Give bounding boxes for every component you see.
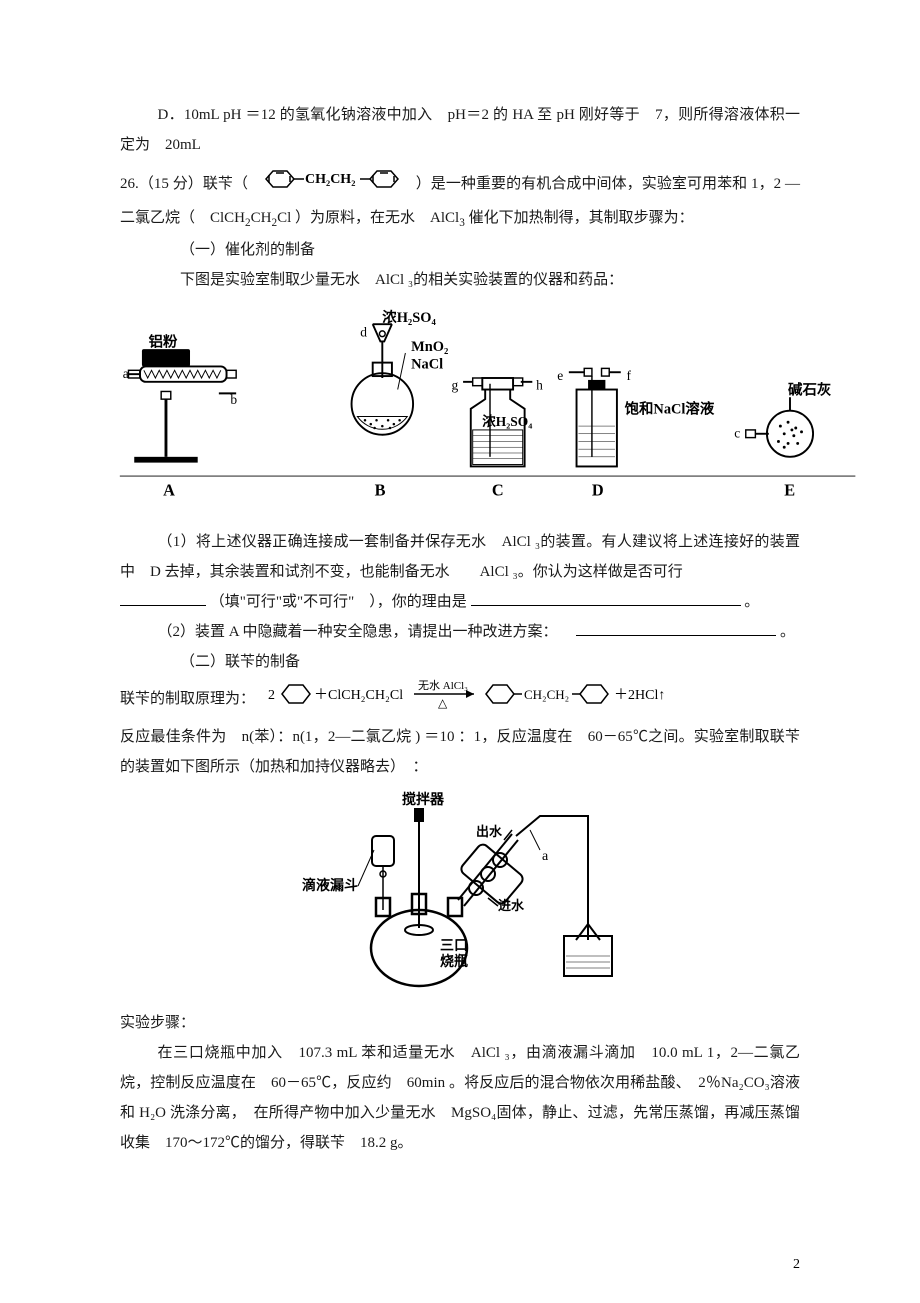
- svg-text:＋2HCl↑: ＋2HCl↑: [614, 688, 665, 703]
- blank-reason[interactable]: [471, 605, 741, 606]
- svg-text:进水: 进水: [498, 898, 525, 913]
- svg-text:f: f: [627, 367, 632, 382]
- svg-text:B: B: [375, 480, 386, 499]
- svg-text:h: h: [536, 377, 543, 392]
- q26-q2-text: （2）装置 A 中隐藏着一种安全隐患，请提出一种改进方案： 。: [120, 617, 800, 647]
- svg-text:浓H₂SO₄: 浓H₂SO₄: [482, 413, 532, 429]
- apparatus-b: 浓H₂SO₄ d MnO₂ NaCl B: [352, 309, 449, 499]
- steps-body: 在三口烧瓶中加入 107.3 mL 苯和适量无水 AlCl ₃，由滴液漏斗滴加 …: [120, 1038, 800, 1158]
- svg-text:MnO₂: MnO₂: [411, 339, 448, 355]
- part1-title: （一）催化剂的制备: [120, 235, 800, 265]
- stirrer-diagram: 搅拌器 滴液漏斗 三口 烧瓶 出水 进水 a: [280, 790, 640, 1000]
- apparatus-c: g h 浓H₂SO₄ C: [452, 377, 544, 499]
- blank-improvement[interactable]: [576, 635, 776, 636]
- q26-q1-blanks: （填"可行"或"不可行" ），你的理由是 。: [120, 587, 800, 617]
- q26-header: 26.（15 分）联苄（ CH₂CH₂ ）是一种重要的有机合成中间体，实验室可用…: [120, 166, 800, 235]
- part1-intro: 下图是实验室制取少量无水 AlCl ₃的相关实验装置的仪器和药品：: [120, 265, 800, 295]
- apparatus-d: e f 饱和NaCl溶液 D: [557, 367, 715, 498]
- svg-text:g: g: [452, 377, 459, 392]
- q25-option-d: D．10mL pH ＝12 的氢氧化钠溶液中加入 pH＝2 的 HA 至 pH …: [120, 100, 800, 160]
- svg-text:a: a: [542, 849, 549, 864]
- svg-text:2: 2: [268, 688, 275, 703]
- apparatus-diagram: 铝粉 a b A 浓H₂SO₄ d Mn: [115, 303, 865, 515]
- svg-text:d: d: [360, 324, 367, 339]
- svg-text:A: A: [163, 480, 175, 499]
- svg-text:c: c: [734, 425, 740, 440]
- apparatus-e: 碱石灰 c E: [734, 380, 832, 499]
- svg-text:C: C: [492, 480, 504, 499]
- svg-text:D: D: [592, 480, 604, 499]
- svg-text:△: △: [438, 696, 448, 710]
- apparatus-a: 铝粉 a b A: [123, 332, 238, 499]
- svg-text:饱和NaCl溶液: 饱和NaCl溶液: [625, 399, 715, 417]
- q26-q1-text: （1）将上述仪器正确连接成一套制备并保存无水 AlCl ₃的装置。有人建议将上述…: [120, 527, 800, 587]
- svg-text:E: E: [784, 480, 795, 499]
- bibenzyl-structure-icon: CH₂CH₂: [252, 166, 412, 203]
- svg-text:碱石灰: 碱石灰: [788, 380, 832, 398]
- reaction-conditions: 反应最佳条件为 n(苯）：n(1，2—二氯乙烷 ) ＝10 ：1，反应温度在 6…: [120, 722, 800, 782]
- svg-text:滴液漏斗: 滴液漏斗: [302, 877, 358, 894]
- svg-text:CH₂CH₂: CH₂CH₂: [305, 172, 355, 187]
- svg-text:＋ClCH₂CH₂Cl: ＋ClCH₂CH₂Cl: [314, 688, 403, 703]
- q26-header-text: 26.（15 分）联苄（: [120, 176, 248, 192]
- svg-text:e: e: [557, 367, 563, 382]
- steps-title: 实验步骤：: [120, 1008, 800, 1038]
- svg-text:烧瓶: 烧瓶: [440, 953, 468, 970]
- svg-text:NaCl: NaCl: [411, 356, 443, 372]
- svg-text:三口: 三口: [440, 939, 468, 954]
- svg-text:搅拌器: 搅拌器: [402, 791, 445, 808]
- svg-text:无水 AlCl₃: 无水 AlCl₃: [418, 679, 468, 692]
- svg-text:铝粉: 铝粉: [149, 332, 178, 350]
- reaction-line: 联苄的制取原理为： 2 ＋ClCH₂CH₂Cl 无水 AlCl₃ △ CH₂CH…: [120, 677, 800, 722]
- part2-title: （二）联苄的制备: [120, 647, 800, 677]
- reaction-equation-icon: 2 ＋ClCH₂CH₂Cl 无水 AlCl₃ △ CH₂CH₂ ＋2HCl↑: [266, 677, 686, 722]
- svg-text:CH₂CH₂: CH₂CH₂: [524, 687, 569, 702]
- svg-text:出水: 出水: [476, 824, 503, 839]
- page-number: 2: [793, 1257, 800, 1273]
- blank-feasible[interactable]: [120, 605, 206, 606]
